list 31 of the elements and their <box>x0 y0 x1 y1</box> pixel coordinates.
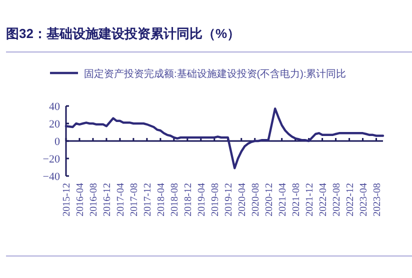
x-tick-label: 2020-12 <box>264 183 275 216</box>
y-tick-label: 40 <box>49 101 60 113</box>
x-tick-label: 2021-12 <box>304 183 316 216</box>
x-tick-label: 2017-04 <box>115 183 126 216</box>
y-tick-label: −20 <box>42 154 60 166</box>
x-tick-label: 2019-04 <box>196 183 208 216</box>
x-tick-label: 2018-08 <box>169 183 180 216</box>
x-tick-label: 2018-12 <box>182 183 194 216</box>
x-tick-label: 2022-12 <box>344 183 356 216</box>
x-tick-label: 2016-04 <box>74 183 86 216</box>
x-tick-label: 2018-04 <box>156 183 167 216</box>
x-tick-label: 2020-08 <box>250 183 262 216</box>
y-tick-label: 20 <box>49 118 60 130</box>
x-tick-label: 2023-04 <box>358 183 370 216</box>
x-tick-label: 2016-12 <box>102 183 113 216</box>
x-tick-label: 2020-04 <box>236 183 248 216</box>
y-tick-label: −40 <box>42 171 60 183</box>
x-tick-label: 2023-08 <box>372 183 383 216</box>
x-tick-label: 2021-04 <box>277 183 288 216</box>
x-tick-label: 2017-12 <box>142 183 154 216</box>
x-tick-label: 2016-08 <box>88 183 100 216</box>
legend-label: 固定资产投资完成额:基础设施建设投资(不含电力):累计同比 <box>84 68 346 80</box>
x-tick-label: 2017-08 <box>128 183 140 216</box>
x-tick-label: 2021-08 <box>290 183 302 216</box>
x-tick-label: 2022-08 <box>331 183 342 216</box>
chart-title: 图32：基础设施建设投资累计同比（%） <box>6 26 240 41</box>
x-tick-label: 2022-04 <box>318 183 329 216</box>
x-tick-label: 2015-12 <box>62 183 72 216</box>
y-tick-label: 0 <box>54 136 60 148</box>
x-tick-label: 2019-08 <box>210 183 221 216</box>
x-tick-label: 2019-12 <box>223 183 234 216</box>
